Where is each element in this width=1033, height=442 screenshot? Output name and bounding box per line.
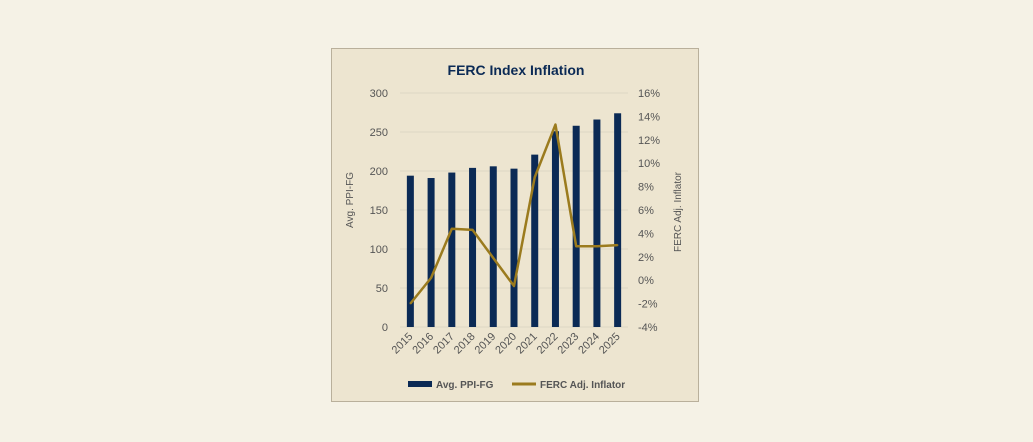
inflator-point-2021	[533, 176, 536, 179]
y2-axis-label: FERC Adj. Inflator	[673, 171, 684, 252]
chart-card: FERC Index Inflation 0 50 100 150 200 250 300 …	[331, 48, 699, 402]
chart-title: FERC Index Inflation	[448, 62, 585, 78]
inflator-point-2024	[596, 245, 598, 248]
inflator-point-2015	[409, 302, 412, 305]
x-tick-label: 2021	[514, 331, 540, 357]
inflator-point-2023	[575, 245, 577, 248]
bar-2018	[469, 167, 477, 327]
y-axis-ticks: 0 50 100 150 200 250 300	[370, 88, 388, 334]
y2-tick-label: 16%	[638, 88, 660, 100]
bar-2025	[614, 113, 622, 327]
bar-2016	[427, 178, 435, 327]
x-tick-label: 2025	[597, 331, 623, 357]
inflator-point-2017	[451, 227, 453, 230]
bar-series	[406, 113, 622, 328]
x-tick-label: 2018	[452, 331, 478, 357]
bar-2017	[448, 172, 456, 327]
x-tick-label: 2015	[390, 331, 416, 357]
x-tick-label: 2016	[410, 331, 436, 357]
bar-2022	[551, 131, 559, 327]
inflator-point-2016	[430, 277, 432, 279]
y2-tick-label: 12%	[638, 135, 660, 147]
bar-2023	[572, 125, 580, 327]
chart-svg: FERC Index Inflation 050100150200250300 …	[345, 62, 684, 391]
inflator-point-2020	[513, 285, 515, 287]
y-tick-label: 300	[370, 88, 388, 100]
bar-2015	[406, 175, 414, 327]
y2-tick-label: 6%	[638, 205, 654, 217]
inflator-point-2019	[492, 257, 495, 259]
inflator-point-2018	[471, 229, 474, 231]
y2-tick-label: -4%	[638, 322, 658, 334]
y-tick-label: 150	[370, 205, 388, 217]
legend-label-bar: Avg. PPI-FG	[436, 380, 494, 391]
x-tick-label: 2017	[431, 331, 457, 357]
y2-tick-label: 14%	[638, 111, 660, 123]
x-tick-label: 2020	[493, 331, 519, 357]
y2-tick-label: -2%	[638, 299, 658, 311]
y2-tick-label: 4%	[638, 228, 654, 240]
bar-2024	[593, 119, 601, 328]
y2-tick-label: 10%	[638, 158, 660, 170]
line-series	[409, 123, 619, 305]
bar-2020	[510, 168, 518, 327]
bar-2021	[531, 154, 539, 327]
x-tick-label: 2023	[556, 331, 582, 357]
legend-label-line: FERC Adj. Inflator	[540, 380, 625, 391]
inflator-point-2022	[554, 123, 557, 126]
y-tick-label: 0	[382, 322, 388, 334]
x-tick-label: 2022	[535, 331, 561, 357]
y-tick-label: 50	[376, 283, 388, 295]
y-tick-label: 100	[370, 244, 388, 256]
y2-tick-label: 2%	[638, 252, 654, 264]
bar-2019	[489, 166, 497, 327]
y2-axis-ticks: -4% -2% 0% 2% 4% 6% 8% 10% 12% 14% 16%	[638, 88, 660, 334]
legend-swatch-bar	[408, 381, 432, 387]
y-axis-label: Avg. PPI-FG	[345, 172, 356, 228]
x-axis-ticks: 2015201620172018201920202021202220232024…	[390, 331, 623, 357]
y-tick-label: 250	[370, 127, 388, 139]
x-tick-label: 2019	[473, 331, 499, 357]
legend: Avg. PPI-FG FERC Adj. Inflator	[408, 380, 625, 391]
y2-tick-label: 0%	[638, 275, 654, 287]
y-tick-label: 200	[370, 166, 388, 178]
inflator-point-2025	[616, 244, 619, 246]
y2-tick-label: 8%	[638, 182, 654, 194]
x-tick-label: 2024	[576, 331, 602, 357]
